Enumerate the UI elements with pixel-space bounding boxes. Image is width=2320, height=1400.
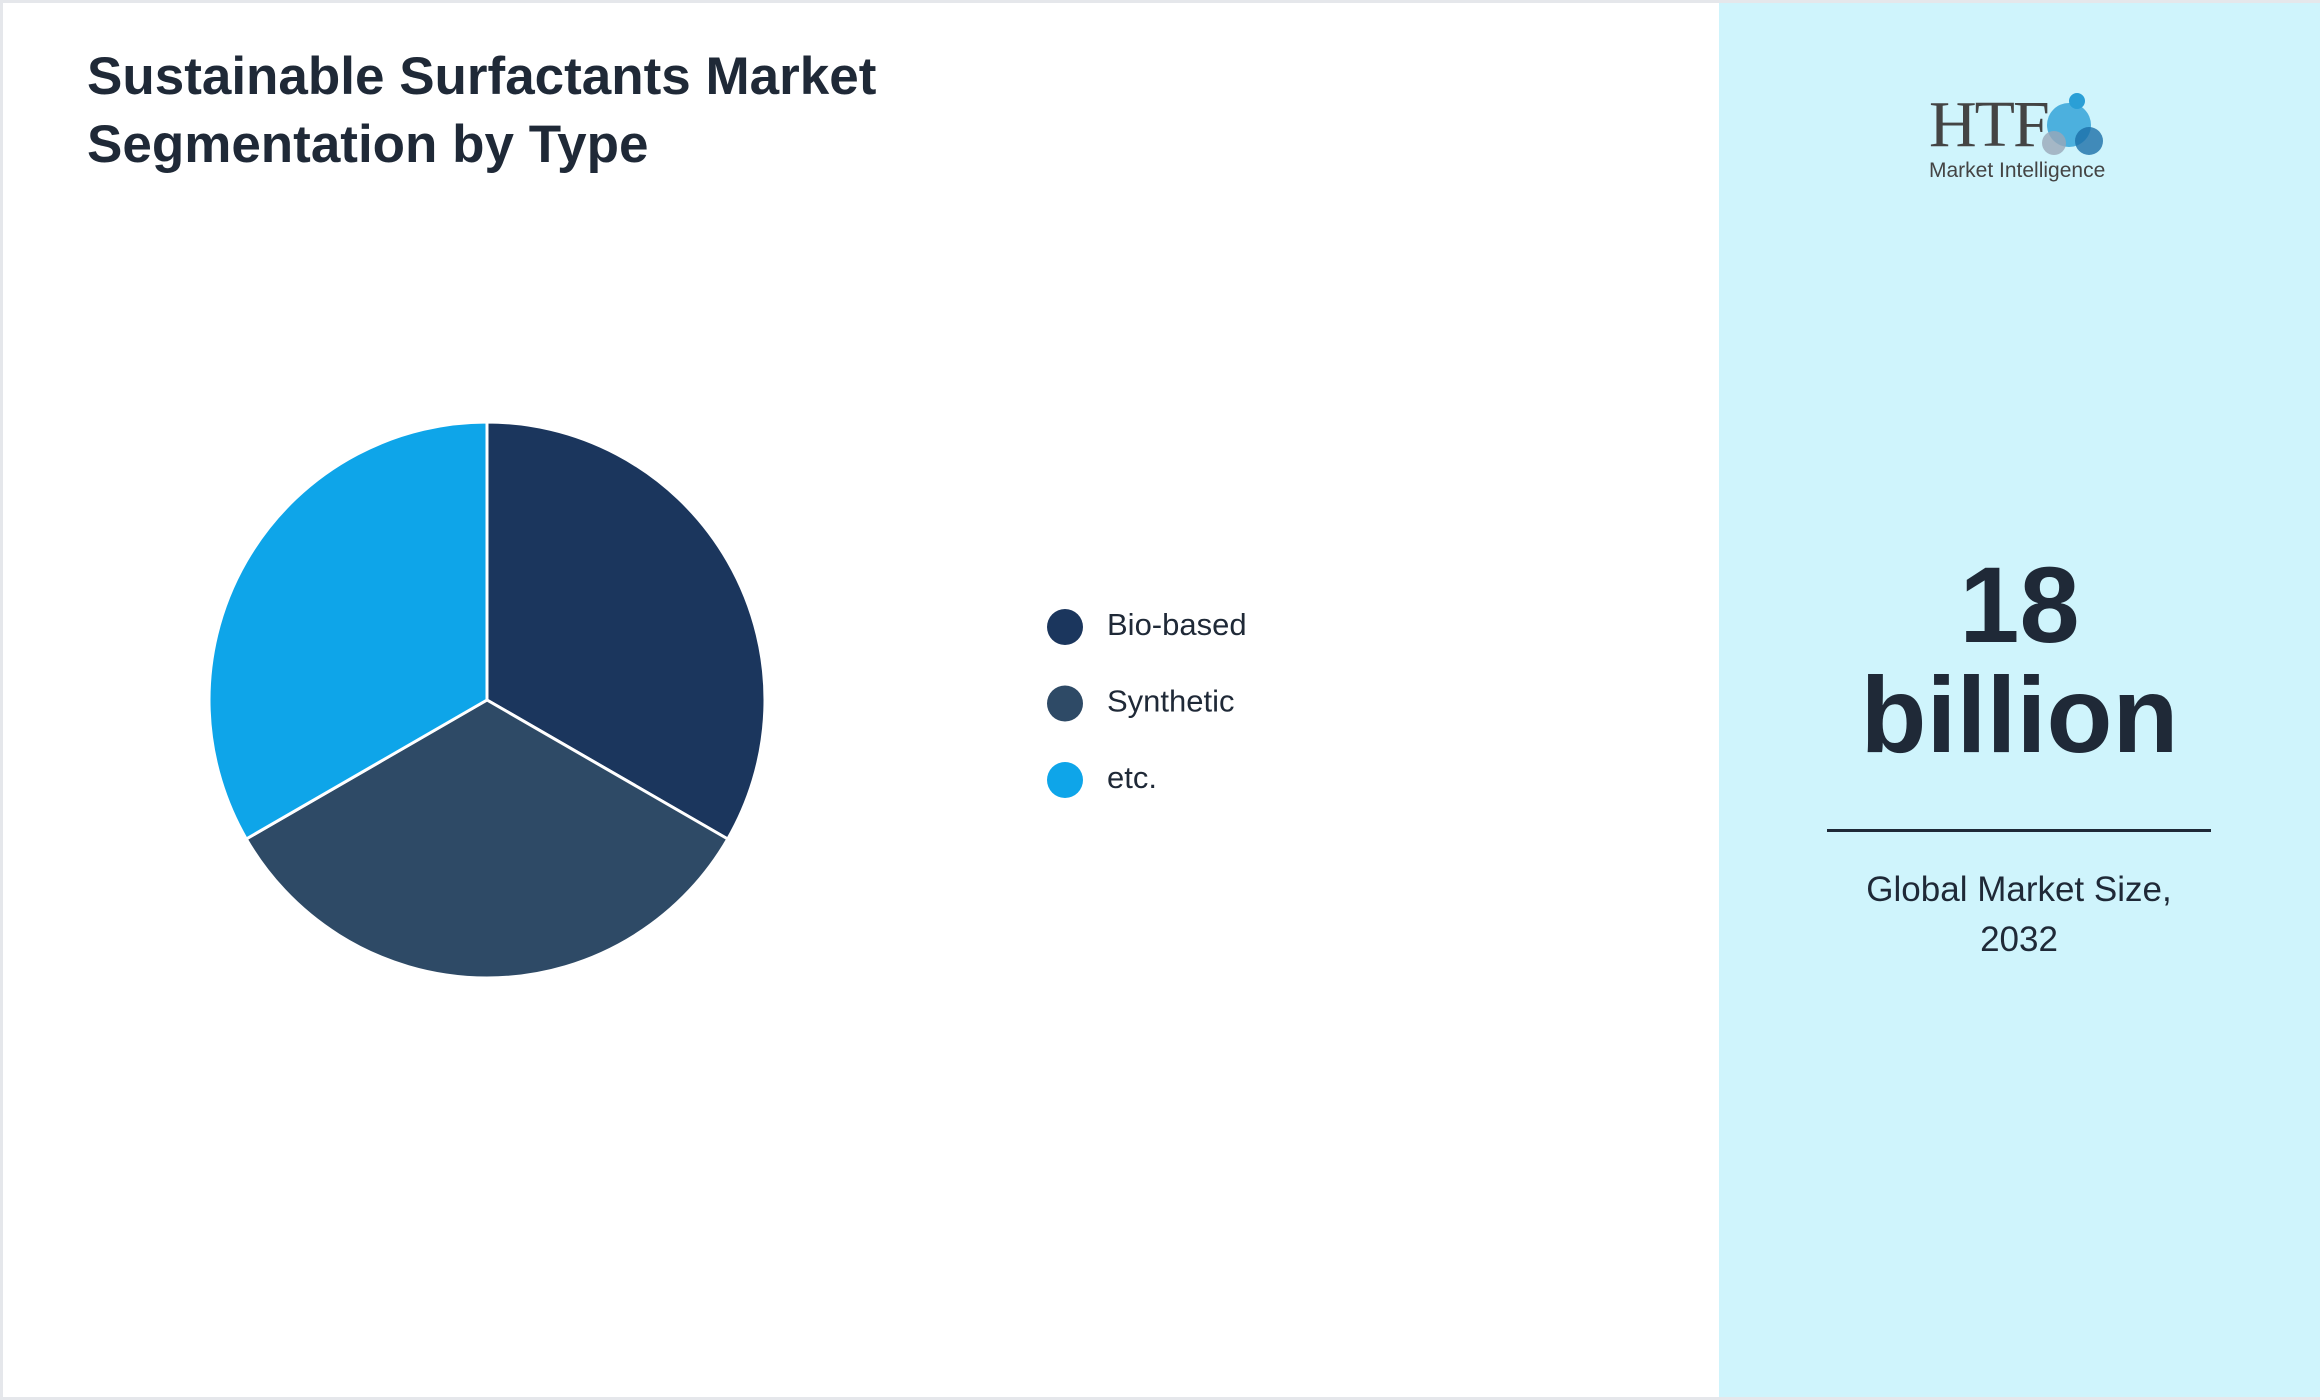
kpi-label: Global Market Size, 2032 bbox=[1866, 870, 2172, 959]
legend-label: Bio-based bbox=[1107, 607, 1247, 642]
chart-title: Sustainable Surfactants Market Segmentati… bbox=[87, 47, 876, 174]
logo: HTF Market Intelligence bbox=[1929, 83, 2119, 193]
legend-marker bbox=[1047, 685, 1083, 722]
legend-marker bbox=[1047, 762, 1083, 798]
legend-label: etc. bbox=[1107, 760, 1157, 795]
kpi-panel: HTF Market Intelligence 18 billion Globa… bbox=[1719, 3, 2320, 1397]
divider bbox=[1827, 829, 2211, 832]
pie-slice bbox=[485, 420, 767, 842]
logo-tagline: Market Intelligence bbox=[1929, 159, 2106, 182]
pie-slice bbox=[207, 420, 489, 842]
chart: Sustainable Surfactants Market Segmentati… bbox=[87, 47, 1247, 980]
legend-marker bbox=[1047, 609, 1083, 645]
kpi-value: 18 bbox=[1959, 544, 2080, 665]
logo-icon bbox=[2042, 93, 2103, 155]
legend-label: Synthetic bbox=[1107, 684, 1235, 719]
kpi-unit: billion bbox=[1860, 654, 2179, 775]
logo-name: HTF bbox=[1929, 88, 2050, 161]
